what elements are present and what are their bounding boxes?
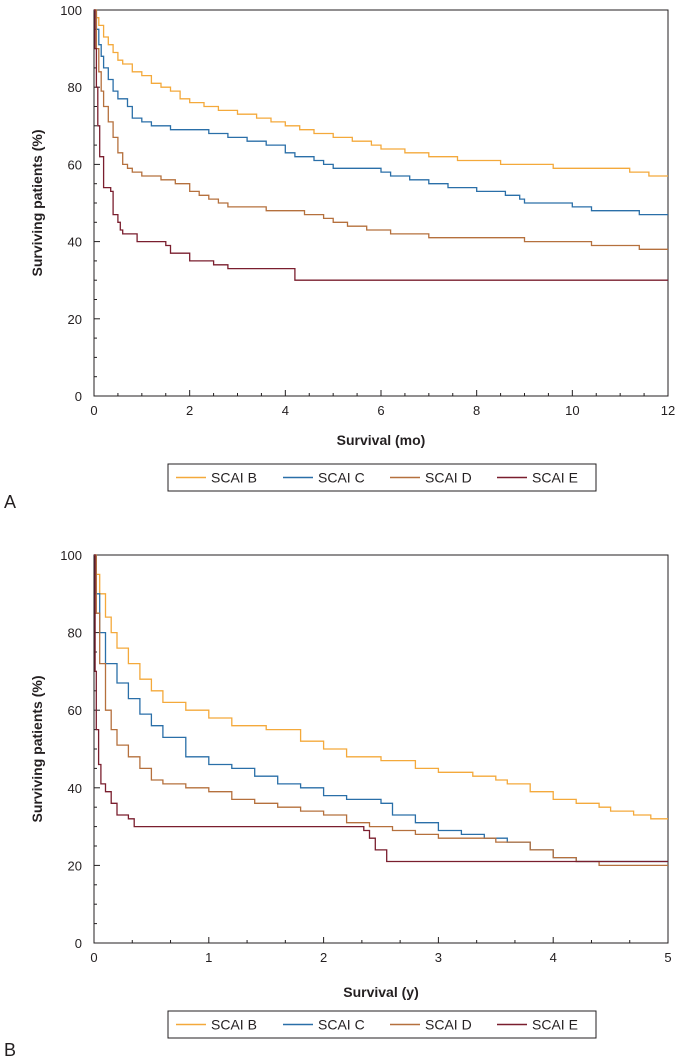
legend-label-scai-b: SCAI B xyxy=(211,1017,257,1033)
plot-frame xyxy=(93,554,669,944)
legend-label-scai-d: SCAI D xyxy=(425,470,472,486)
x-tick-label: 1 xyxy=(205,950,212,965)
y-tick-label: 60 xyxy=(68,157,82,172)
y-tick-label: 20 xyxy=(68,858,82,873)
panel-letter: A xyxy=(4,492,16,512)
x-tick-label: 2 xyxy=(320,950,327,965)
panel-letter: B xyxy=(4,1040,16,1060)
x-tick-label: 12 xyxy=(661,403,675,418)
y-axis-title: Surviving patients (%) xyxy=(29,129,45,276)
x-tick-label: 8 xyxy=(473,403,480,418)
x-tick-label: 4 xyxy=(282,403,289,418)
panel-b: 0 1 2 3 4 5 0 20 40 60 80 100 Survival (y) Surviving … xyxy=(4,548,672,1060)
x-tick-label: 0 xyxy=(90,403,97,418)
series-line-scai-d xyxy=(94,554,668,867)
y-tick-label: 40 xyxy=(68,781,82,796)
y-tick-label: 80 xyxy=(68,80,82,95)
x-tick-label: 10 xyxy=(565,403,579,418)
legend-label-scai-c: SCAI C xyxy=(318,470,365,486)
series-line-scai-d xyxy=(94,9,668,250)
y-tick-label: 100 xyxy=(60,548,82,563)
series-line-scai-e xyxy=(94,554,668,863)
y-tick-label: 0 xyxy=(75,936,82,951)
y-tick-label: 20 xyxy=(68,312,82,327)
series-line-scai-b xyxy=(94,554,668,820)
y-tick-label: 0 xyxy=(75,389,82,404)
series-line-scai-c xyxy=(94,554,668,863)
legend-label-scai-c: SCAI C xyxy=(318,1017,365,1033)
x-axis-title: Survival (y) xyxy=(343,984,418,1000)
series-line-scai-e xyxy=(94,9,668,281)
series-line-scai-b xyxy=(94,9,668,177)
series-line-scai-c xyxy=(94,9,668,216)
x-tick-label: 2 xyxy=(186,403,193,418)
legend-label-scai-b: SCAI B xyxy=(211,470,257,486)
panel-a: 0 2 4 6 8 10 12 0 20 40 60 80 100 Survival (mo) Surviv… xyxy=(4,3,675,512)
plot-frame xyxy=(93,9,669,397)
y-tick-label: 100 xyxy=(60,3,82,18)
x-axis-title: Survival (mo) xyxy=(337,432,426,448)
y-tick-label: 80 xyxy=(68,626,82,641)
x-tick-label: 3 xyxy=(435,950,442,965)
y-tick-label: 60 xyxy=(68,703,82,718)
x-tick-label: 0 xyxy=(90,950,97,965)
legend-label-scai-e: SCAI E xyxy=(532,470,578,486)
x-tick-label: 5 xyxy=(664,950,671,965)
y-tick-label: 40 xyxy=(68,235,82,250)
legend-label-scai-e: SCAI E xyxy=(532,1017,578,1033)
y-axis-title: Surviving patients (%) xyxy=(29,675,45,822)
x-tick-label: 6 xyxy=(377,403,384,418)
x-tick-label: 4 xyxy=(550,950,557,965)
legend-label-scai-d: SCAI D xyxy=(425,1017,472,1033)
